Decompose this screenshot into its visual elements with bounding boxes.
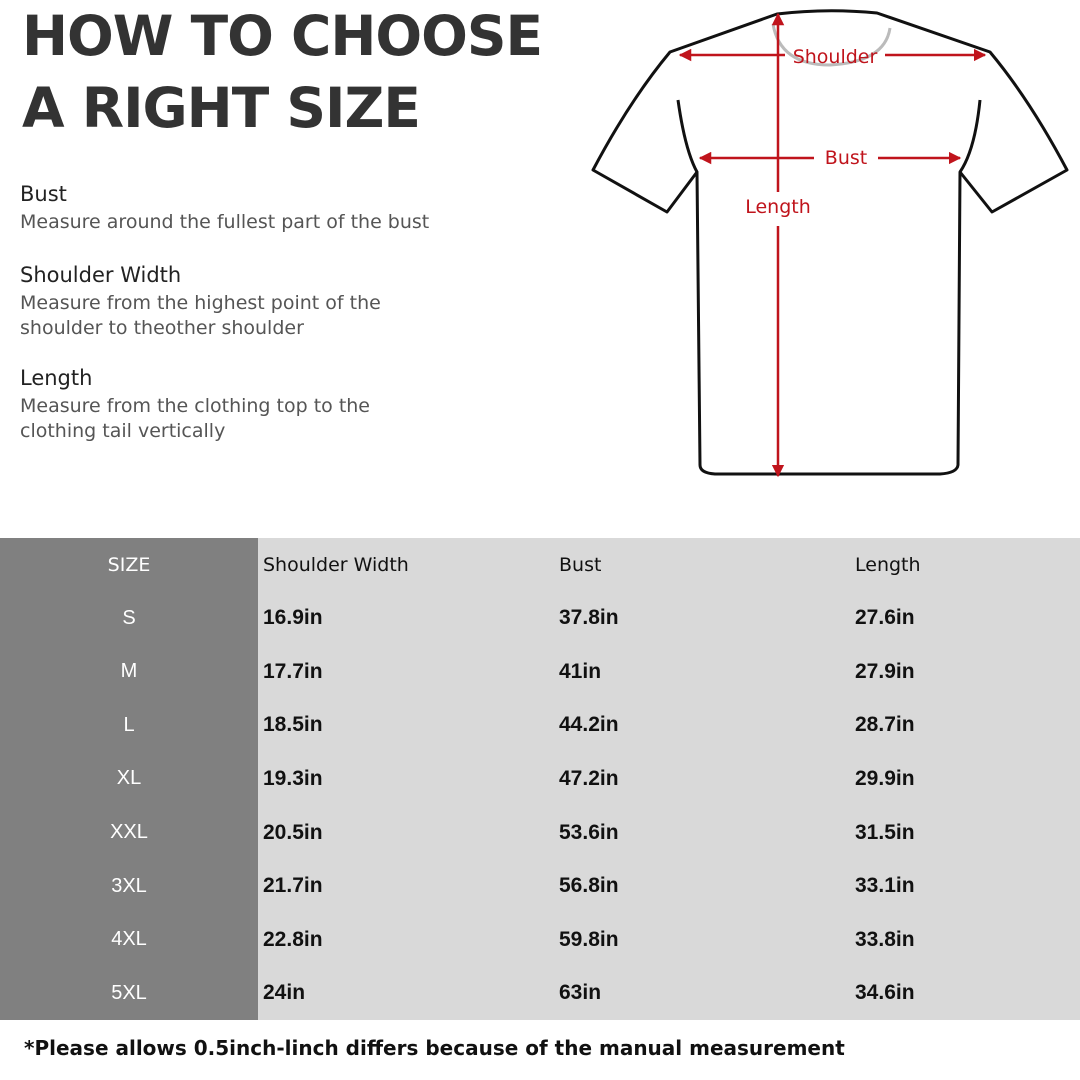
table-cell: 17.7in xyxy=(263,659,323,683)
table-cell: 41in xyxy=(559,659,602,683)
collar xyxy=(771,23,892,67)
table-cell: 33.1in xyxy=(855,874,915,898)
table-cell: 33.8in xyxy=(855,927,915,951)
table-header: Shoulder Width xyxy=(263,553,409,576)
size-label: 3XL xyxy=(0,859,258,913)
length-instruction: Length Measure from the clothing top to … xyxy=(20,366,370,442)
table-cell: 21.7in xyxy=(263,874,323,898)
table-cell: 56.8in xyxy=(559,874,619,898)
size-label: XXL xyxy=(0,805,258,860)
shoulder-label: Shoulder xyxy=(793,46,878,68)
length-label: Length xyxy=(745,196,811,218)
table-header: Length xyxy=(855,553,921,576)
page-title: HOW TO CHOOSE A RIGHT SIZE xyxy=(22,4,543,140)
table-cell: 47.2in xyxy=(559,766,619,790)
table-cell: 29.9in xyxy=(855,766,915,790)
size-table: SIZE Shoulder Width Bust Length S 16.9in 37.8i… xyxy=(0,538,1080,1020)
shoulder-instruction: Shoulder Width Measure from the highest … xyxy=(20,263,381,339)
bust-instruction: Bust Measure around the fullest part of … xyxy=(20,182,430,233)
table-cell: 20.5in xyxy=(263,820,323,844)
table-header: SIZE xyxy=(0,538,258,592)
table-cell: 27.6in xyxy=(855,606,915,630)
tshirt-diagram: Shoulder Bust Length xyxy=(591,9,1069,478)
table-cell: 22.8in xyxy=(263,927,323,951)
table-cell: 37.8in xyxy=(559,606,619,630)
size-label: L xyxy=(0,698,258,753)
size-label: 4XL xyxy=(0,912,258,967)
table-cell: 16.9in xyxy=(263,606,323,630)
table-cell: 27.9in xyxy=(855,659,915,683)
table-cell: 18.5in xyxy=(263,713,323,737)
table-cell: 24in xyxy=(263,981,306,1005)
size-label: M xyxy=(0,645,258,699)
size-label: S xyxy=(0,591,258,646)
table-cell: 28.7in xyxy=(855,713,915,737)
tshirt-outline xyxy=(591,9,1069,476)
measurement-note: *Please allows 0.5inch-linch differs bec… xyxy=(24,1036,845,1060)
table-cell: 53.6in xyxy=(559,820,619,844)
bust-label: Bust xyxy=(825,147,867,169)
table-header: Bust xyxy=(559,553,602,576)
table-cell: 19.3in xyxy=(263,766,323,790)
table-cell: 59.8in xyxy=(559,927,619,951)
table-cell: 34.6in xyxy=(855,981,915,1005)
table-cell: 44.2in xyxy=(559,713,619,737)
size-label: 5XL xyxy=(0,966,258,1020)
table-cell: 63in xyxy=(559,981,602,1005)
size-label: XL xyxy=(0,752,258,806)
table-cell: 31.5in xyxy=(855,820,915,844)
